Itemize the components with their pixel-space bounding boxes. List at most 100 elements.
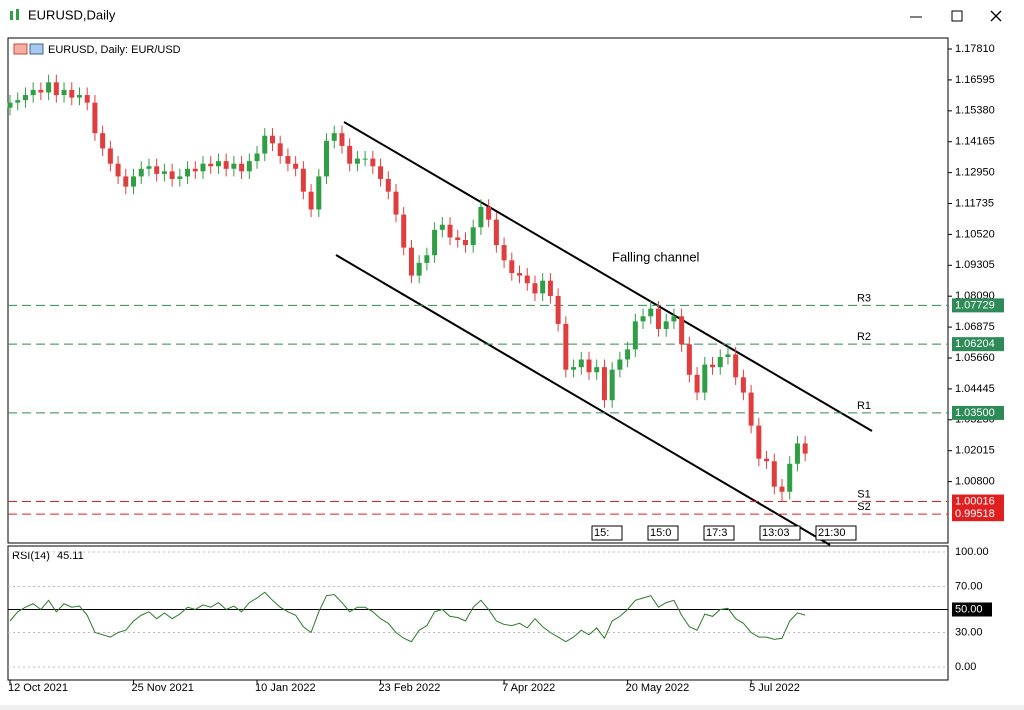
candle-body [470,227,476,246]
candle-body [269,135,275,144]
candle-body [794,443,800,464]
x-tick-label: 7 Apr 2022 [502,682,555,694]
candle-body [15,100,21,103]
candle-body [524,275,530,284]
candle-body [185,168,191,177]
candle-body [177,176,183,179]
candle-body [84,95,90,103]
candle-body [378,166,384,179]
y-tick-label: 1.09305 [955,259,995,271]
candle-body [802,443,808,454]
candle-body [424,255,430,263]
candle-body [61,89,67,96]
time-tag: 13:03 [762,527,790,539]
x-tick-label: 10 Jan 2022 [255,682,316,694]
rsi-panel [7,545,949,681]
y-tick-label: 1.05660 [955,352,995,364]
level-price-box [952,298,1004,313]
candle-body [710,364,716,368]
header-icons [13,43,44,55]
candle-body [131,176,137,187]
candle-body [285,156,291,164]
y-tick-label: 1.06875 [955,321,995,333]
x-tick-label: 20 May 2022 [626,682,690,694]
candle-body [76,95,82,98]
candle-body [393,191,399,215]
candle-body [123,176,129,187]
candle-body [239,163,245,172]
candle-body [640,316,646,322]
y-tick-label: 1.16595 [955,74,995,86]
candle-body [501,245,507,261]
rsi-line [9,591,806,643]
x-tick-label: 5 Jul 2022 [749,682,800,694]
time-tag: 15: [594,527,609,539]
level-price-box [952,507,1004,522]
y-tick-label: 1.14165 [955,136,995,148]
candle-body [354,158,360,164]
time-tag-box [647,525,679,541]
candle-body [38,89,44,93]
candle-body [401,214,407,248]
maximize-button[interactable] [951,10,963,22]
y-tick-label: 1.17810 [955,43,995,55]
candle-body [779,486,785,492]
y-tick-label: 1.12950 [955,167,995,179]
x-tick-label: 25 Nov 2021 [132,682,194,694]
candle-body [764,458,770,462]
candle-body [316,176,322,210]
candle-body [717,356,723,368]
price-panel [7,37,949,544]
candle-body [138,168,144,177]
candle-body [92,102,98,134]
candle-body [370,158,376,167]
candle-body [192,168,198,172]
candle-body [748,392,754,426]
rsi-value: 45.11 [57,550,84,562]
candle-body [571,367,577,370]
candle-body [161,171,167,174]
y-tick-label: 1.11735 [955,197,994,209]
x-tick-label: 23 Feb 2022 [379,682,441,694]
candle-body [339,133,345,146]
candle-body [725,354,731,357]
level-price-label: 1.03500 [955,407,995,419]
candle-body [578,359,584,368]
candle-body [771,461,777,487]
time-tag-box [759,525,801,541]
candle-body [486,206,492,220]
candle-body [609,369,615,401]
candle-body [215,161,221,167]
rsi-tick-label: 0.00 [955,661,976,673]
candle-body [200,163,206,172]
candle-body [231,163,237,169]
x-tick-label: 12 Oct 2021 [8,682,68,694]
candle-body [331,133,337,141]
candle-body [625,349,631,360]
level-name: R3 [857,292,871,304]
time-tag-box [591,525,623,541]
candle-body [115,163,121,177]
y-tick-label: 1.15380 [955,105,995,117]
rsi-tick-label: 100.00 [955,546,989,558]
candle-body [555,295,561,324]
level-price-label: 1.06204 [955,338,995,350]
time-tag: 15:0 [650,527,671,539]
candle-body [408,247,414,276]
candle-body [532,283,538,294]
candle-body [300,168,306,192]
level-price-box [952,337,1004,352]
level-price-label: 1.07729 [955,299,995,311]
candle-body [293,163,299,169]
candle-body [493,219,499,246]
candle-body [540,280,546,294]
rsi-label: RSI(14) [12,550,50,562]
candle-body [547,280,553,296]
candle-body [439,224,445,230]
title-bar [0,0,1024,32]
close-button[interactable] [990,10,1002,22]
level-price-label: 0.99518 [955,508,995,520]
y-tick-label: 1.02015 [955,445,995,457]
candle-body [617,359,623,370]
